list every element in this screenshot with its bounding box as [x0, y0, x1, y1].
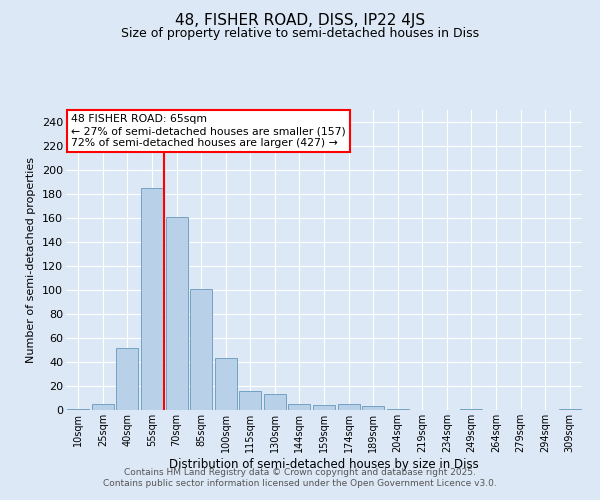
Bar	[92, 404, 114, 410]
Bar	[264, 394, 286, 410]
Text: 48 FISHER ROAD: 65sqm
← 27% of semi-detached houses are smaller (157)
72% of sem: 48 FISHER ROAD: 65sqm ← 27% of semi-deta…	[71, 114, 346, 148]
Text: Size of property relative to semi-detached houses in Diss: Size of property relative to semi-detach…	[121, 28, 479, 40]
Bar	[141, 188, 163, 410]
Bar	[166, 217, 188, 410]
X-axis label: Distribution of semi-detached houses by size in Diss: Distribution of semi-detached houses by …	[169, 458, 479, 470]
Bar	[362, 406, 384, 410]
Text: Contains HM Land Registry data © Crown copyright and database right 2025.
Contai: Contains HM Land Registry data © Crown c…	[103, 468, 497, 487]
Bar	[313, 405, 335, 410]
Bar	[67, 409, 89, 410]
Bar	[338, 404, 359, 410]
Bar	[116, 348, 139, 410]
Bar	[559, 409, 581, 410]
Bar	[460, 409, 482, 410]
Text: 48, FISHER ROAD, DISS, IP22 4JS: 48, FISHER ROAD, DISS, IP22 4JS	[175, 12, 425, 28]
Bar	[239, 391, 262, 410]
Y-axis label: Number of semi-detached properties: Number of semi-detached properties	[26, 157, 37, 363]
Bar	[215, 358, 237, 410]
Bar	[190, 289, 212, 410]
Bar	[386, 409, 409, 410]
Bar	[289, 404, 310, 410]
